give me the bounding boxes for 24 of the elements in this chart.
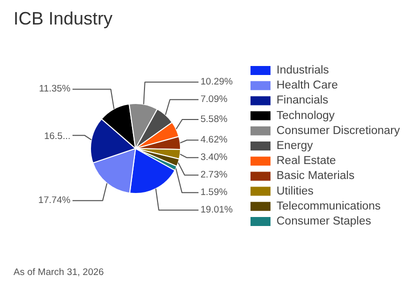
data-label: 4.62%: [200, 134, 228, 146]
chart-title: ICB Industry: [14, 8, 113, 28]
data-label: 5.58%: [200, 114, 228, 125]
legend-label: Energy: [276, 140, 314, 152]
legend-label: Utilities: [276, 185, 314, 198]
legend-label: Real Estate: [276, 155, 336, 168]
legend-label: Basic Materials: [276, 170, 355, 182]
data-label: 17.74%: [38, 195, 72, 206]
data-label: 2.73%: [200, 170, 228, 181]
legend-label: Consumer Discretionary: [276, 124, 400, 137]
data-label: 3.40%: [200, 152, 228, 164]
data-label: 11.35%: [38, 84, 72, 95]
text: As of March 31, 2026: [14, 267, 104, 278]
data-label: 16.5...: [44, 130, 71, 142]
legend-label: Consumer Staples: [276, 216, 372, 228]
legend-label: Telecommunications: [276, 200, 381, 212]
data-label: 1.59%: [200, 187, 228, 198]
legend-label: Health Care: [276, 80, 338, 92]
legend-label: Financials: [276, 94, 329, 107]
data-label: 19.01%: [200, 204, 234, 216]
data-label: 10.29%: [200, 76, 234, 88]
legend-label: Technology: [276, 110, 335, 122]
data-label: 7.09%: [200, 94, 228, 106]
legend-label: Industrials: [276, 64, 330, 76]
